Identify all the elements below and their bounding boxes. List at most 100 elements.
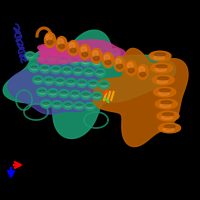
Ellipse shape xyxy=(156,65,167,68)
Ellipse shape xyxy=(46,35,52,41)
Ellipse shape xyxy=(101,83,107,85)
Ellipse shape xyxy=(128,68,134,73)
Ellipse shape xyxy=(38,55,44,57)
Ellipse shape xyxy=(61,92,67,94)
Ellipse shape xyxy=(63,101,73,109)
Ellipse shape xyxy=(53,68,59,70)
Ellipse shape xyxy=(154,53,166,56)
Ellipse shape xyxy=(50,91,56,93)
Ellipse shape xyxy=(58,55,68,63)
Ellipse shape xyxy=(127,63,133,69)
Ellipse shape xyxy=(72,94,78,96)
Ellipse shape xyxy=(46,79,52,81)
Ellipse shape xyxy=(152,75,174,85)
Ellipse shape xyxy=(57,48,63,50)
Ellipse shape xyxy=(93,56,99,61)
Ellipse shape xyxy=(77,79,87,87)
Ellipse shape xyxy=(36,53,46,61)
Ellipse shape xyxy=(35,80,41,82)
Ellipse shape xyxy=(105,64,111,66)
Ellipse shape xyxy=(66,45,76,53)
Ellipse shape xyxy=(97,71,103,73)
Ellipse shape xyxy=(61,60,67,62)
Ellipse shape xyxy=(116,65,122,67)
Ellipse shape xyxy=(149,51,171,61)
Ellipse shape xyxy=(72,61,78,63)
Ellipse shape xyxy=(49,56,55,58)
Ellipse shape xyxy=(49,58,55,60)
Ellipse shape xyxy=(164,125,175,128)
Ellipse shape xyxy=(79,45,90,60)
Ellipse shape xyxy=(94,96,100,98)
Ellipse shape xyxy=(79,83,85,85)
Ellipse shape xyxy=(94,63,100,65)
Ellipse shape xyxy=(82,52,88,57)
Ellipse shape xyxy=(65,105,71,107)
Ellipse shape xyxy=(68,80,74,83)
Ellipse shape xyxy=(112,51,118,53)
Ellipse shape xyxy=(70,57,80,65)
Ellipse shape xyxy=(53,69,59,72)
Ellipse shape xyxy=(92,92,102,100)
Ellipse shape xyxy=(93,51,98,57)
Ellipse shape xyxy=(88,47,98,55)
Ellipse shape xyxy=(75,69,81,72)
Ellipse shape xyxy=(35,78,41,80)
Ellipse shape xyxy=(57,80,63,82)
Ellipse shape xyxy=(60,59,66,61)
Ellipse shape xyxy=(77,46,87,54)
Ellipse shape xyxy=(114,61,124,69)
Ellipse shape xyxy=(31,66,37,68)
Ellipse shape xyxy=(83,95,89,97)
Ellipse shape xyxy=(101,84,107,87)
Ellipse shape xyxy=(159,89,170,92)
Ellipse shape xyxy=(68,47,74,49)
Ellipse shape xyxy=(72,92,78,95)
Ellipse shape xyxy=(37,88,47,96)
Ellipse shape xyxy=(39,90,45,92)
Ellipse shape xyxy=(102,52,114,68)
Ellipse shape xyxy=(82,59,88,61)
Ellipse shape xyxy=(76,105,82,108)
Ellipse shape xyxy=(101,50,107,52)
Ellipse shape xyxy=(56,36,67,51)
Ellipse shape xyxy=(93,62,99,64)
Ellipse shape xyxy=(160,104,171,107)
Ellipse shape xyxy=(48,89,58,97)
Ellipse shape xyxy=(74,102,84,110)
Ellipse shape xyxy=(54,103,60,105)
Ellipse shape xyxy=(39,92,45,94)
Ellipse shape xyxy=(43,102,49,104)
Ellipse shape xyxy=(25,52,35,60)
Ellipse shape xyxy=(159,123,181,133)
Ellipse shape xyxy=(158,77,169,80)
Ellipse shape xyxy=(157,111,179,121)
Polygon shape xyxy=(88,48,188,147)
Ellipse shape xyxy=(42,67,48,69)
Ellipse shape xyxy=(27,56,33,58)
Ellipse shape xyxy=(85,102,95,110)
Ellipse shape xyxy=(83,93,89,96)
Ellipse shape xyxy=(47,40,53,45)
Ellipse shape xyxy=(41,100,51,108)
Ellipse shape xyxy=(62,66,72,75)
Ellipse shape xyxy=(126,60,137,75)
Ellipse shape xyxy=(99,48,109,56)
Ellipse shape xyxy=(73,67,83,75)
Ellipse shape xyxy=(80,57,90,65)
Ellipse shape xyxy=(55,77,65,86)
Ellipse shape xyxy=(99,81,109,89)
Ellipse shape xyxy=(51,65,61,74)
Ellipse shape xyxy=(114,56,125,72)
Ellipse shape xyxy=(59,44,65,49)
Ellipse shape xyxy=(61,46,71,58)
Ellipse shape xyxy=(83,46,93,58)
Ellipse shape xyxy=(57,46,63,48)
Ellipse shape xyxy=(52,101,62,109)
Ellipse shape xyxy=(155,99,177,109)
Ellipse shape xyxy=(55,44,65,52)
Ellipse shape xyxy=(117,64,123,69)
Ellipse shape xyxy=(140,72,146,77)
Ellipse shape xyxy=(70,48,76,53)
Ellipse shape xyxy=(79,50,85,52)
